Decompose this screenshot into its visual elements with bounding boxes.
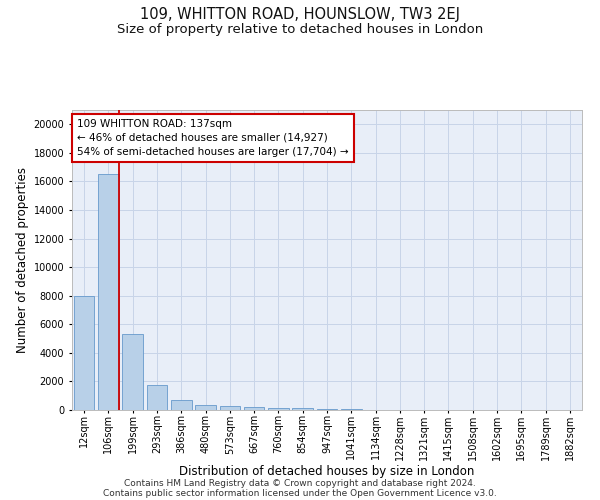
Bar <box>74 296 94 410</box>
Bar <box>292 408 313 410</box>
Bar <box>122 334 143 410</box>
Text: Contains public sector information licensed under the Open Government Licence v3: Contains public sector information licen… <box>103 488 497 498</box>
Bar <box>244 407 265 410</box>
Text: 109 WHITTON ROAD: 137sqm
← 46% of detached houses are smaller (14,927)
54% of se: 109 WHITTON ROAD: 137sqm ← 46% of detach… <box>77 119 349 157</box>
X-axis label: Distribution of detached houses by size in London: Distribution of detached houses by size … <box>179 465 475 478</box>
Bar <box>220 406 240 410</box>
Y-axis label: Number of detached properties: Number of detached properties <box>16 167 29 353</box>
Bar <box>195 404 216 410</box>
Text: Contains HM Land Registry data © Crown copyright and database right 2024.: Contains HM Land Registry data © Crown c… <box>124 478 476 488</box>
Bar <box>98 174 119 410</box>
Text: Size of property relative to detached houses in London: Size of property relative to detached ho… <box>117 22 483 36</box>
Text: 109, WHITTON ROAD, HOUNSLOW, TW3 2EJ: 109, WHITTON ROAD, HOUNSLOW, TW3 2EJ <box>140 8 460 22</box>
Bar <box>268 408 289 410</box>
Bar <box>317 409 337 410</box>
Bar <box>171 400 191 410</box>
Bar <box>146 385 167 410</box>
